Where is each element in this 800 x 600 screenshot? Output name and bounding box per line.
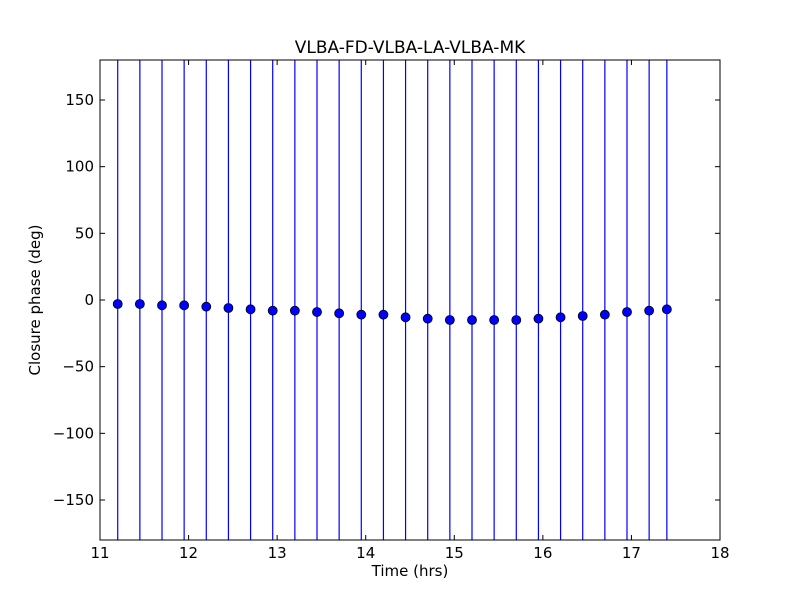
data-point xyxy=(267,305,278,316)
chart-title: VLBA-FD-VLBA-LA-VLBA-MK xyxy=(295,38,526,58)
y-tick-label: 150 xyxy=(65,91,94,109)
data-point xyxy=(112,299,123,309)
data-point xyxy=(245,304,256,315)
data-point xyxy=(644,305,655,316)
plot-area xyxy=(112,60,672,540)
data-point xyxy=(312,307,322,317)
x-tick-label: 17 xyxy=(622,544,641,562)
x-tick-label: 12 xyxy=(179,544,198,562)
data-point xyxy=(533,313,544,324)
y-tick-label: −50 xyxy=(62,358,94,376)
data-point xyxy=(356,309,367,320)
data-point xyxy=(334,308,345,319)
x-tick-label: 14 xyxy=(356,544,375,562)
x-tick-label: 11 xyxy=(90,544,109,562)
x-axis-label: Time (hrs) xyxy=(371,562,449,580)
data-point xyxy=(223,303,234,313)
data-point xyxy=(467,315,477,325)
y-tick-label: −150 xyxy=(53,491,94,509)
data-point xyxy=(400,312,411,323)
data-point xyxy=(661,304,672,315)
data-point xyxy=(555,312,566,323)
x-tick-label: 13 xyxy=(268,544,287,562)
y-axis: −150 −100 −50 0 50 100 150 xyxy=(53,91,720,509)
data-point xyxy=(577,311,588,321)
data-point xyxy=(289,305,300,316)
data-point xyxy=(157,300,167,311)
data-point xyxy=(134,299,145,309)
y-axis-label: Closure phase (deg) xyxy=(26,225,44,376)
data-point xyxy=(179,300,190,311)
data-point xyxy=(422,313,433,324)
data-point xyxy=(599,309,610,320)
data-point xyxy=(378,309,389,320)
x-tick-label: 18 xyxy=(710,544,729,562)
y-tick-label: 0 xyxy=(84,291,94,309)
data-point xyxy=(489,315,500,325)
x-tick-label: 15 xyxy=(445,544,464,562)
x-tick-label: 16 xyxy=(533,544,552,562)
x-axis: 11 12 13 14 15 16 17 18 xyxy=(90,60,730,562)
data-point xyxy=(201,301,212,312)
y-tick-label: −100 xyxy=(53,424,94,442)
y-tick-label: 100 xyxy=(65,158,94,176)
data-point xyxy=(444,315,455,325)
data-point xyxy=(622,307,632,317)
y-tick-label: 50 xyxy=(75,224,94,242)
data-point xyxy=(511,315,522,325)
